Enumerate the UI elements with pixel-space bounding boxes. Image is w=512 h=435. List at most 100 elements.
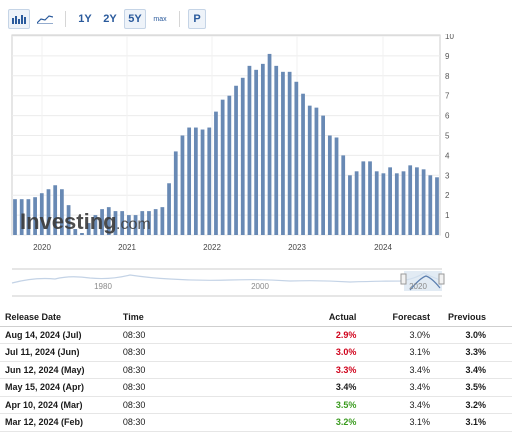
range-2y-button[interactable]: 2Y: [103, 13, 117, 25]
bar: [428, 175, 433, 235]
header-previous[interactable]: Previous: [430, 309, 512, 327]
row-time: 08:30: [122, 361, 277, 379]
bar: [100, 209, 104, 235]
area-chart-icon-glyph: [37, 15, 53, 24]
range-5y-button[interactable]: 5Y: [124, 9, 146, 29]
table-body: Aug 14, 2024 (Jul) 08:30 2.9% 3.0% 3.0% …: [0, 326, 512, 432]
row-previous: 3.0%: [430, 326, 512, 344]
bar: [415, 167, 419, 235]
row-date: Jul 11, 2024 (Jun): [0, 343, 123, 362]
x-tick-label: 2023: [288, 243, 306, 252]
bar: [220, 99, 225, 236]
bar: [60, 189, 64, 235]
row-actual: 2.9%: [276, 326, 357, 344]
bar: [66, 205, 71, 235]
range-max-button[interactable]: max: [153, 15, 167, 23]
navigator-label-2020: 2020: [409, 282, 427, 291]
bar: [46, 189, 51, 235]
watermark-brand: Investing: [20, 209, 117, 234]
row-previous: 3.2%: [430, 396, 512, 414]
row-actual: 3.2%: [276, 413, 357, 432]
bar: [160, 207, 165, 235]
y-tick-label: 1: [445, 211, 450, 220]
bar: [127, 215, 131, 235]
y-tick-label: 4: [445, 151, 450, 160]
row-previous: 3.4%: [430, 361, 512, 379]
bar: [167, 183, 171, 235]
row-time: 08:30: [122, 378, 277, 397]
bar: [86, 223, 91, 235]
row-time: 08:30: [122, 413, 277, 432]
table-row: Mar 12, 2024 (Feb) 08:30 3.2% 3.1% 3.1%: [0, 413, 512, 432]
main-chart: Investing .com 0 1 2 3 4 5 6 7 8 9 10 2020 2021 2022…: [11, 34, 454, 252]
row-date: Apr 10, 2024 (Mar): [0, 396, 123, 414]
navigator-label-2000: 2000: [251, 282, 269, 291]
y-tick-label: 5: [445, 132, 450, 141]
bar: [207, 127, 212, 235]
row-previous: 3.1%: [430, 413, 512, 432]
bar: [240, 77, 245, 235]
x-tick-label: 2022: [203, 243, 221, 252]
row-forecast: 3.1%: [356, 413, 431, 432]
area-chart-icon[interactable]: [33, 9, 57, 29]
bar: [93, 215, 98, 235]
bar: [13, 199, 17, 235]
bar: [33, 197, 37, 235]
row-previous: 3.5%: [430, 378, 512, 397]
header-release-date[interactable]: Release Date: [0, 309, 123, 327]
row-date: Aug 14, 2024 (Jul): [0, 326, 123, 344]
bar: [19, 199, 24, 235]
bar: [435, 177, 439, 235]
bar: [39, 193, 44, 235]
bar: [214, 111, 218, 235]
x-tick-label: 2021: [118, 243, 136, 252]
table-header-row: Release Date Time Actual Forecast Previo…: [0, 309, 512, 327]
bar: [314, 107, 319, 235]
bar-chart-icon[interactable]: [8, 9, 30, 29]
header-time[interactable]: Time: [122, 309, 277, 327]
bar: [334, 137, 339, 235]
p-button[interactable]: P: [188, 9, 206, 29]
navigator-label-1980: 1980: [94, 282, 112, 291]
navigator-left-handle[interactable]: [400, 273, 407, 285]
navigator-series-line: [11, 272, 441, 284]
table-row: Jul 11, 2024 (Jun) 08:30 3.0% 3.1% 3.3%: [0, 343, 512, 362]
header-actual[interactable]: Actual: [276, 309, 357, 327]
bar-chart-icon-glyph: [12, 15, 26, 24]
toolbar-divider: [179, 11, 180, 27]
bar: [348, 175, 352, 235]
bar: [26, 199, 31, 235]
range-1y-button[interactable]: 1Y: [78, 13, 92, 25]
bar: [120, 211, 125, 235]
bar: [147, 211, 151, 235]
row-forecast: 3.0%: [356, 326, 431, 344]
navigator: 1980 2000 2020: [11, 268, 445, 297]
row-forecast: 3.4%: [356, 378, 431, 397]
bar: [260, 63, 265, 235]
header-forecast[interactable]: Forecast: [356, 309, 431, 327]
release-table: Release Date Time Actual Forecast Previo…: [0, 309, 512, 432]
navigator-selection-line: [409, 275, 441, 291]
navigator-right-handle[interactable]: [438, 273, 445, 285]
table-row: Jun 12, 2024 (May) 08:30 3.3% 3.4% 3.4%: [0, 361, 512, 379]
bar: [267, 53, 272, 235]
bar: [153, 209, 158, 235]
y-tick-label: 8: [445, 72, 450, 81]
table-row: Aug 14, 2024 (Jul) 08:30 2.9% 3.0% 3.0%: [0, 326, 512, 344]
bar: [274, 65, 279, 235]
bar: [374, 171, 379, 235]
bar: [354, 171, 359, 235]
table-row: Apr 10, 2024 (Mar) 08:30 3.5% 3.4% 3.2%: [0, 396, 512, 414]
bar: [200, 129, 205, 235]
bar: [113, 211, 118, 235]
y-tick-label: 9: [445, 52, 450, 61]
row-time: 08:30: [122, 343, 277, 362]
bar: [327, 135, 332, 235]
y-axis: 0 1 2 3 4 5 6 7 8 9 10: [445, 34, 454, 240]
bar: [173, 151, 178, 235]
bar: [421, 169, 426, 235]
y-tick-label: 10: [445, 34, 454, 41]
bar: [307, 105, 312, 236]
bar: [193, 127, 198, 235]
row-actual: 3.3%: [276, 361, 357, 379]
